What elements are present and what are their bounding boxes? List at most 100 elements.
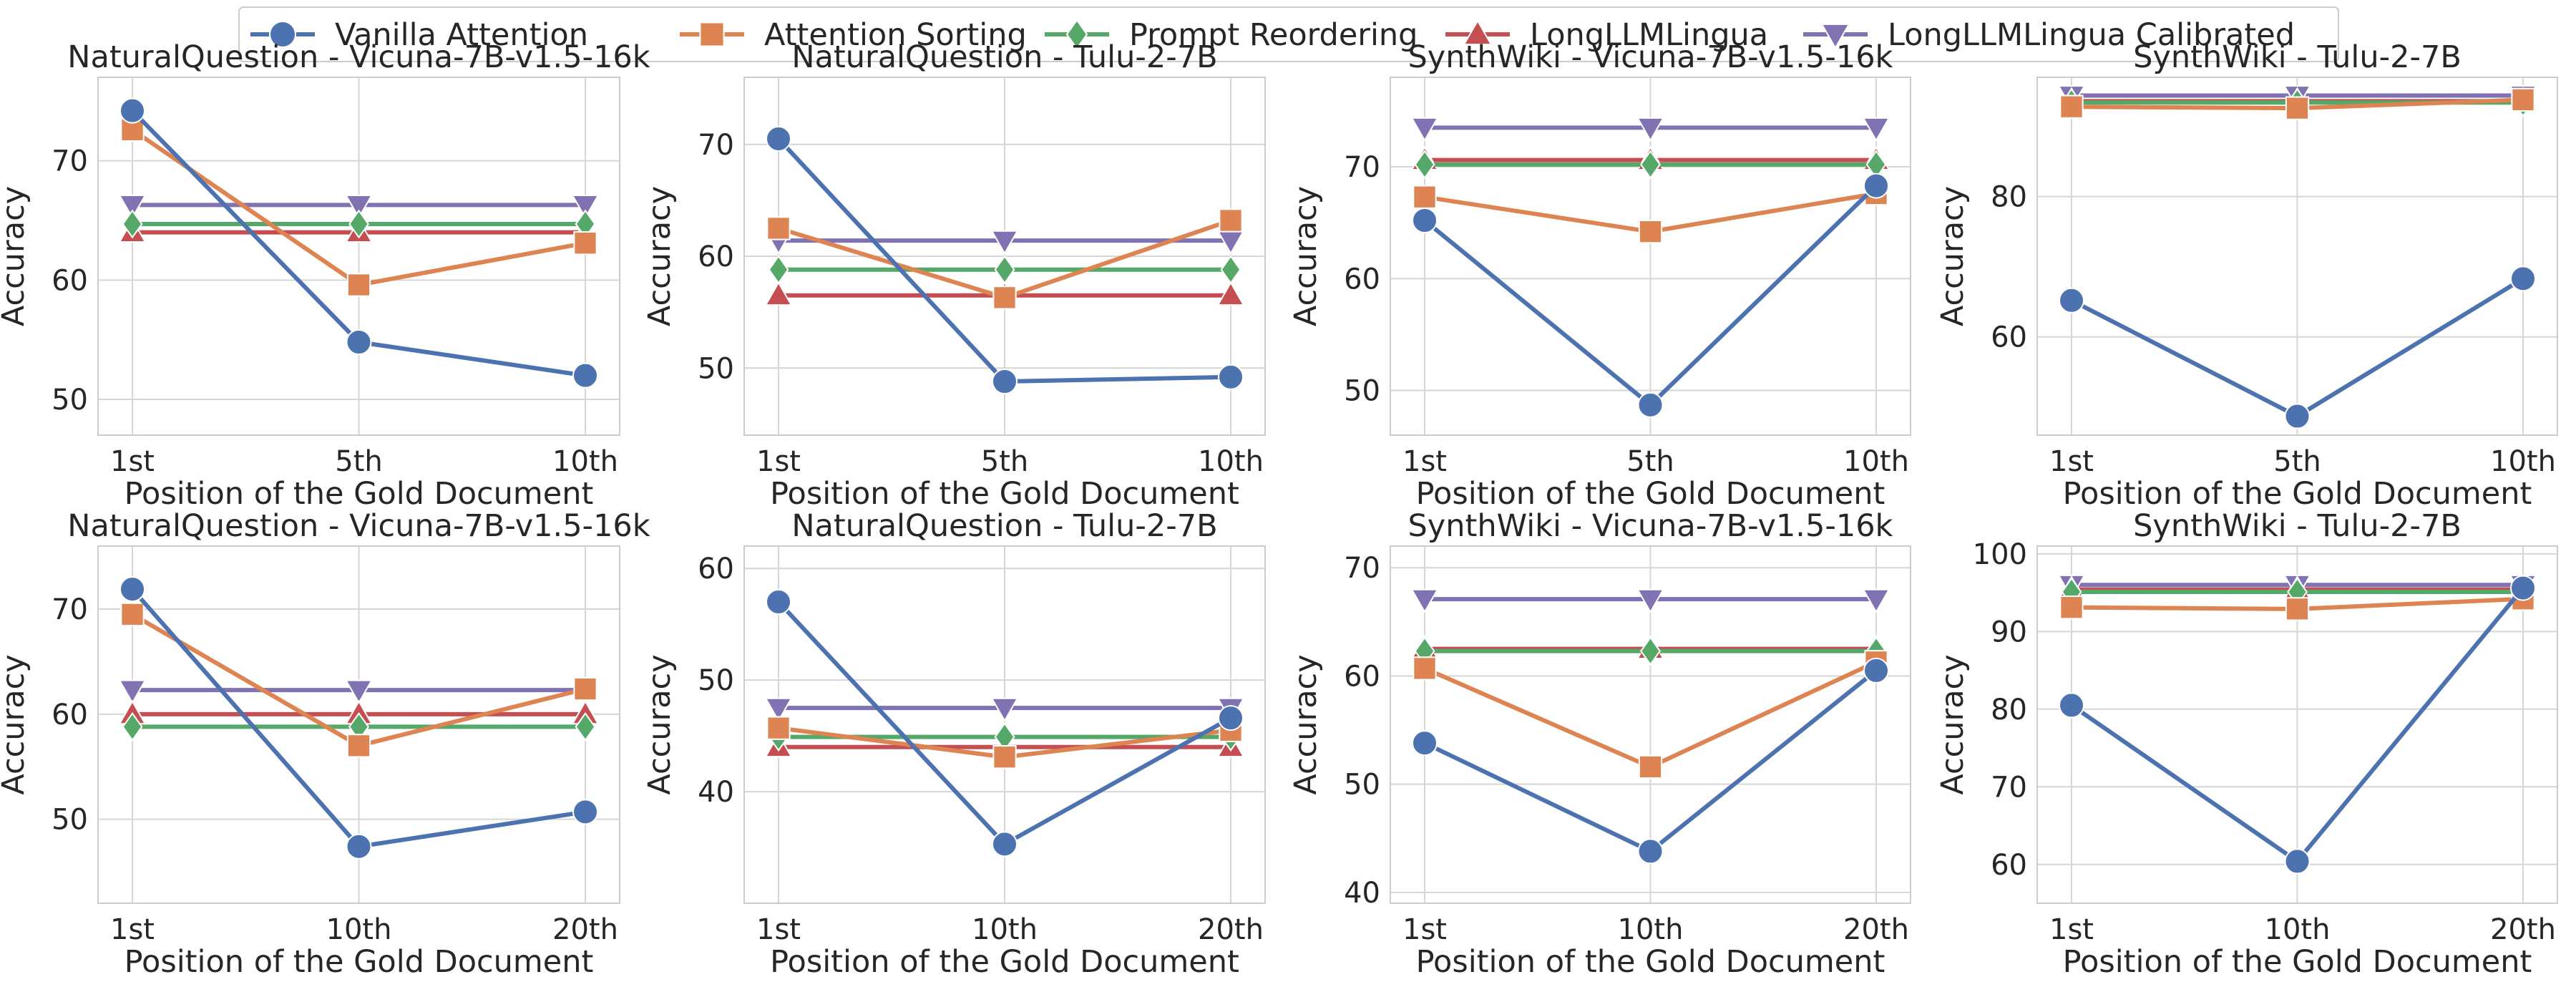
data-point xyxy=(118,679,147,704)
y-tick-label: 70 xyxy=(52,593,88,626)
data-point xyxy=(119,97,145,124)
series-attention-sorting xyxy=(120,602,597,758)
series-vanilla-attention xyxy=(2059,575,2536,875)
legend-item-longllmlingua: LongLLMLingua xyxy=(1445,17,1768,53)
chart-title: NaturalQuestion - Tulu-2-7B xyxy=(791,508,1217,544)
data-point xyxy=(1638,754,1663,779)
data-point xyxy=(1218,705,1244,731)
y-axis-label: Accuracy xyxy=(0,654,31,794)
y-axis-label: Accuracy xyxy=(0,186,31,326)
data-point xyxy=(573,676,597,701)
y-tick-label: 50 xyxy=(1344,375,1380,408)
legend-marker-triangle-down xyxy=(1820,23,1850,49)
data-point xyxy=(992,286,1017,310)
legend-item-longllmlingua-calibrated: LongLLMLingua Calibrated xyxy=(1803,17,2295,53)
y-axis-label: Accuracy xyxy=(642,186,678,326)
data-point xyxy=(346,329,372,355)
data-point xyxy=(573,231,597,256)
y-tick-label: 60 xyxy=(1344,660,1380,693)
data-point xyxy=(346,833,372,860)
y-tick-label: 60 xyxy=(52,699,88,731)
legend-marker-square xyxy=(699,21,725,47)
y-axis-label: Accuracy xyxy=(1288,654,1324,794)
y-tick-label: 70 xyxy=(1344,151,1380,184)
chart-panel-1: 50 60 70 1st 5th 10th NaturalQuestion - Vicuna… xyxy=(0,39,650,512)
data-point xyxy=(1410,117,1439,142)
y-axis-label: Accuracy xyxy=(642,654,678,794)
x-tick-label: 10th xyxy=(1843,445,1909,478)
legend-item-attention-sorting: Attention Sorting xyxy=(680,17,1027,53)
chart-panel-8: 60 70 80 90 100 1st 10th 20th SynthWiki - Tulu-2… xyxy=(1935,508,2558,980)
x-tick-label: 1st xyxy=(1402,913,1447,946)
data-point xyxy=(575,712,596,741)
data-point xyxy=(766,588,791,615)
data-point xyxy=(572,799,598,825)
data-point xyxy=(990,697,1019,722)
data-point xyxy=(122,712,143,741)
x-tick-label: 20th xyxy=(1198,913,1264,946)
data-point xyxy=(992,745,1017,769)
series-vanilla-attention xyxy=(119,576,598,860)
data-point xyxy=(344,194,374,220)
data-point xyxy=(2510,575,2536,601)
x-tick-label: 1st xyxy=(1402,445,1447,478)
data-point xyxy=(2059,287,2084,313)
x-tick-label: 20th xyxy=(552,913,618,946)
series-prompt-reordering xyxy=(768,255,1241,285)
series-prompt-reordering xyxy=(122,712,596,741)
data-point xyxy=(1636,117,1665,142)
chart-title: SynthWiki - Vicuna-7B-v1.5-16k xyxy=(1408,39,1893,75)
y-tick-label: 50 xyxy=(52,804,88,837)
x-tick-label: 5th xyxy=(1626,445,1674,478)
y-tick-label: 50 xyxy=(1344,769,1380,802)
series-attention-sorting xyxy=(766,208,1243,310)
y-tick-label: 50 xyxy=(52,384,88,417)
x-axis-label: Position of the Gold Document xyxy=(125,476,594,512)
y-tick-label: 50 xyxy=(698,352,734,385)
legend-frame xyxy=(238,6,2339,62)
data-point xyxy=(348,209,369,239)
legend-marker-diamond xyxy=(1065,19,1088,50)
chart-panel-3: 50 60 70 1st 5th 10th SynthWiki - Vicuna-7B-v1… xyxy=(1288,39,1911,512)
data-point xyxy=(344,679,374,704)
data-point xyxy=(766,716,791,740)
series-attention-sorting xyxy=(2059,87,2535,120)
y-tick-label: 40 xyxy=(1344,877,1380,910)
y-tick-label: 70 xyxy=(698,129,734,162)
y-tick-label: 50 xyxy=(698,664,734,697)
data-point xyxy=(1410,588,1439,613)
x-tick-label: 5th xyxy=(335,445,382,478)
y-tick-label: 60 xyxy=(1991,849,2027,882)
x-tick-label: 1st xyxy=(110,913,155,946)
chart-title: NaturalQuestion - Vicuna-7B-v1.5-16k xyxy=(67,39,650,75)
x-tick-label: 20th xyxy=(1843,913,1909,946)
data-point xyxy=(2059,595,2084,620)
chart-title: NaturalQuestion - Vicuna-7B-v1.5-16k xyxy=(67,508,650,544)
series-longllmlingua-calibrated xyxy=(1410,117,1890,142)
series-attention-sorting xyxy=(766,716,1243,769)
data-point xyxy=(346,734,371,758)
chart-panel-5: 50 60 70 1st 10th 20th NaturalQuestion - Vicun… xyxy=(0,508,650,980)
chart-title: SynthWiki - Tulu-2-7B xyxy=(2133,39,2462,75)
legend-item-prompt-reordering: Prompt Reordering xyxy=(1045,17,1418,53)
series-prompt-reordering xyxy=(122,209,596,239)
plot-frame xyxy=(743,77,1266,436)
data-point xyxy=(1412,730,1438,757)
data-point xyxy=(1637,392,1664,418)
data-point xyxy=(1413,185,1437,209)
legend-item-vanilla-attention: Vanilla Attention xyxy=(250,17,588,53)
data-point xyxy=(766,125,791,152)
x-tick-label: 10th xyxy=(2265,913,2331,946)
legend-marker-circle xyxy=(269,21,296,48)
y-tick-label: 90 xyxy=(1991,616,2027,648)
series-vanilla-attention xyxy=(119,97,598,389)
series-prompt-reordering xyxy=(1414,150,1887,180)
plot-frame xyxy=(1390,545,1911,904)
legend-marker-triangle-up xyxy=(1463,19,1493,46)
chart-panels: 50 60 70 1st 5th 10th NaturalQuestion - Vicuna… xyxy=(0,39,2558,980)
data-point xyxy=(1637,838,1664,865)
data-point xyxy=(1636,588,1665,613)
x-tick-label: 10th xyxy=(1198,445,1264,478)
x-tick-label: 1st xyxy=(2049,445,2094,478)
x-tick-label: 5th xyxy=(981,445,1028,478)
